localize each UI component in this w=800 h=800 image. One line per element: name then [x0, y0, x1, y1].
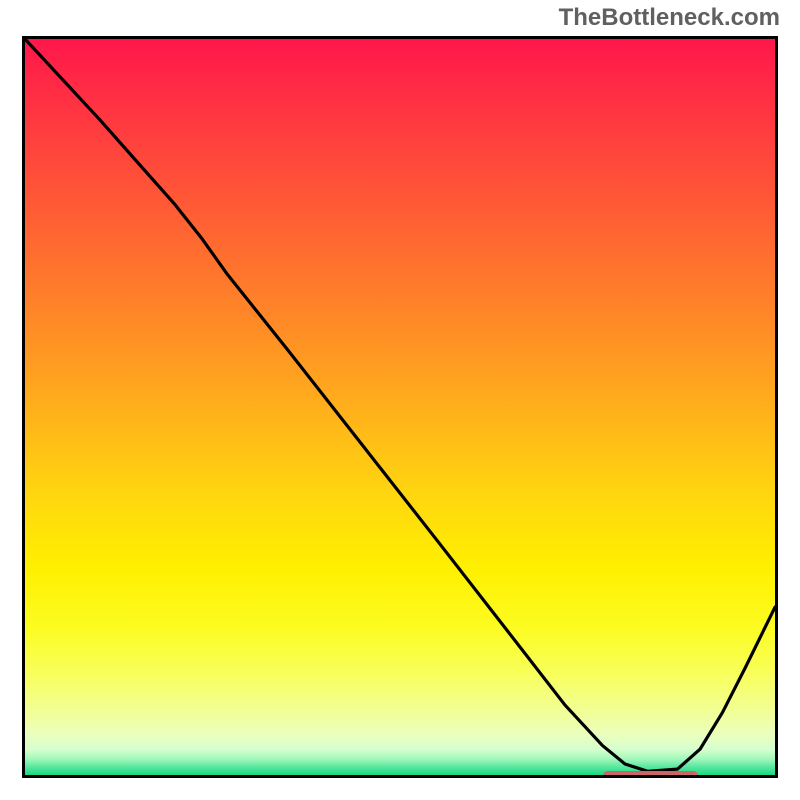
optimal-range-marker [603, 771, 698, 778]
attribution-text: TheBottleneck.com [559, 4, 780, 32]
bottleneck-curve [25, 39, 775, 775]
bottleneck-chart [22, 36, 778, 778]
